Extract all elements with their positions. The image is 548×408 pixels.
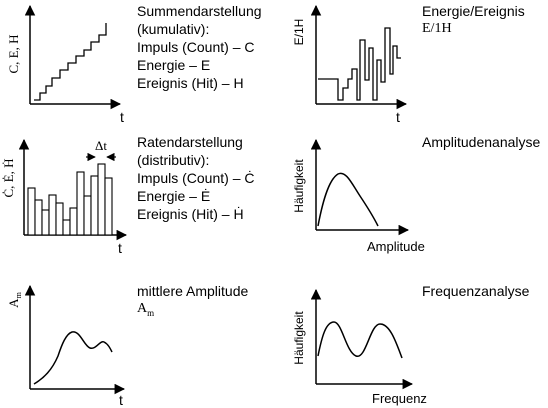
x-axis-label: t [396, 109, 400, 125]
y-axis-label-sub: m [14, 291, 23, 298]
text-line: Amplitudenanalyse [422, 134, 541, 150]
summendarstellung-text: Summendarstellung (kumulativ): Impuls (C… [137, 2, 262, 92]
panel-frequenzanalyse: Häufigkeit Frequenz [292, 288, 427, 406]
panel-amplitudenanalyse: Häufigkeit Amplitude [292, 138, 425, 254]
y-axis-label: Häufigkeit [292, 159, 306, 213]
bar [69, 207, 78, 236]
energy-per-hit-curve [318, 27, 401, 101]
mean-amplitude-curve [33, 331, 113, 385]
text-line: E/1H [422, 21, 452, 36]
energie-ereignis-text: Energie/Ereignis E/1H [422, 2, 525, 38]
frequenzanalyse-text: Frequenzanalyse [422, 282, 529, 300]
text-line: Energie – Ė [137, 188, 211, 204]
text-line: Frequenzanalyse [422, 283, 530, 299]
text-line: Impuls (Count) – Ċ [137, 170, 255, 186]
bar [90, 175, 99, 236]
symbol-sub: m [147, 307, 155, 318]
staircase-curve [34, 23, 107, 101]
mittlere-amplitude-text: mittlere Amplitude Am [137, 282, 248, 322]
x-axis-label: t [120, 109, 124, 125]
text-line: Ratendarstellung [137, 134, 243, 150]
amplitude-distribution-curve [317, 172, 379, 227]
text-line: (kumulativ): [137, 21, 210, 37]
delta-t-label: Δt [95, 138, 107, 153]
amplitudenanalyse-text: Amplitudenanalyse [422, 133, 540, 151]
y-axis-label: Am [6, 291, 23, 307]
bar [34, 199, 43, 236]
y-axis-label: Ċ, Ė, Ḣ [1, 159, 16, 198]
bar [62, 219, 71, 236]
y-axis-label: C, E, H [6, 35, 21, 74]
text-line: Ereignis (Hit) – Ḣ [137, 206, 244, 222]
y-axis-label: Häufigkeit [292, 311, 306, 365]
bar [41, 209, 50, 236]
bar [48, 194, 57, 236]
symbol-main: A [137, 301, 148, 316]
x-axis-label: Amplitude [367, 239, 425, 254]
ratendarstellung-text: Ratendarstellung (distributiv): Impuls (… [137, 133, 254, 223]
x-axis-label: t [119, 392, 123, 408]
bar [27, 187, 36, 236]
text-line: Energie – E [137, 57, 211, 73]
x-axis-label: t [118, 240, 122, 256]
text-line: mittlere Amplitude [137, 283, 249, 299]
panel-summendarstellung: C, E, H t [6, 4, 124, 125]
y-axis-label: E/1H [292, 19, 306, 46]
bar [97, 163, 106, 236]
panel-mittlere-amplitude: Am t [6, 284, 126, 408]
text-line: Ereignis (Hit) – H [137, 75, 244, 91]
amplitude-symbol: Am [137, 300, 248, 322]
bar [104, 177, 113, 236]
panel-ratendarstellung: Δt Ċ, Ė, Ḣ t [1, 138, 128, 256]
frequency-distribution-curve [317, 321, 403, 359]
bar [55, 202, 64, 236]
text-line: Energie/Ereignis [422, 3, 525, 19]
text-line: Impuls (Count) – C [137, 39, 255, 55]
bar [76, 171, 85, 236]
x-axis-label: Frequenz [372, 391, 427, 406]
text-line: (distributiv): [137, 152, 210, 168]
y-axis-label-main: A [6, 298, 21, 308]
rate-bars [27, 163, 113, 236]
bar [83, 195, 92, 236]
text-line: Summendarstellung [137, 3, 262, 19]
panel-energie-ereignis: E/1H t [292, 4, 408, 125]
